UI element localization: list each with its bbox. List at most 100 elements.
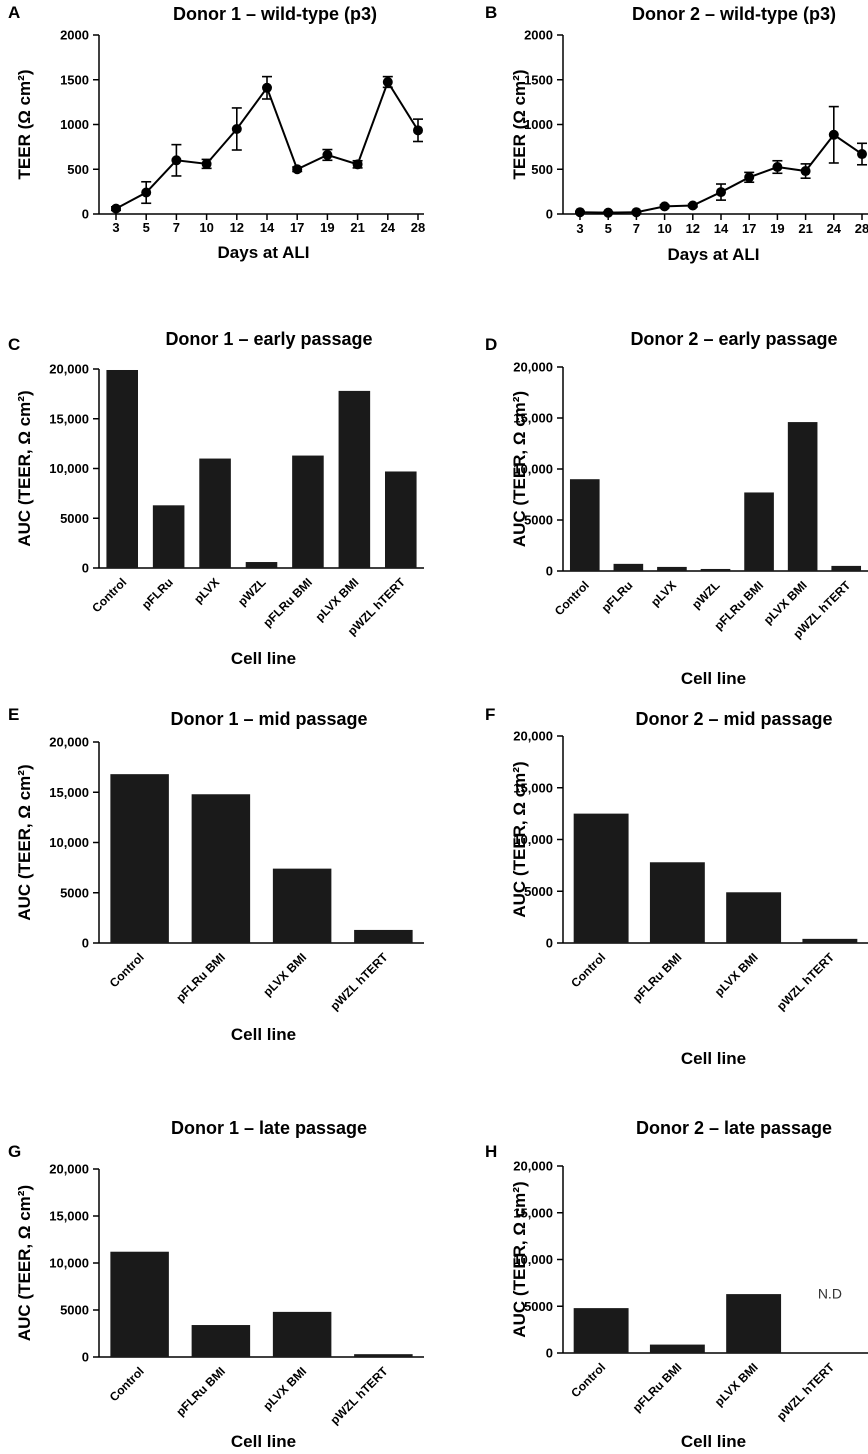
y-tick-label: 10,000 (513, 1252, 553, 1267)
x-tick-label: 5 (143, 220, 150, 235)
x-tick-label: 10 (657, 221, 671, 236)
x-axis-label: Days at ALI (218, 243, 310, 262)
panel-H: H Donor 2 – late passage 0 5000 10,000 15,000… (485, 1118, 868, 1451)
y-tick-label: 20,000 (49, 1162, 89, 1177)
panel-B: B Donor 2 – wild-type (p3) 0 500 1000 1500 200… (485, 3, 868, 264)
x-tick-label: 3 (112, 220, 119, 235)
chart-title: Donor 1 – mid passage (170, 709, 367, 729)
bar (191, 1325, 251, 1357)
panel-letter: F (485, 705, 495, 724)
category-label: pFLRu (139, 575, 176, 612)
y-tick-label: 15,000 (49, 411, 89, 426)
y-tick-label: 20,000 (513, 360, 553, 375)
bar (831, 565, 862, 571)
category-label: pWZL (689, 578, 722, 611)
y-tick-label: 5000 (524, 513, 553, 528)
bar (726, 892, 782, 943)
y-tick-label: 20,000 (49, 362, 89, 377)
chart-title: Donor 1 – wild-type (p3) (173, 4, 377, 24)
data-point (659, 201, 670, 212)
bar (354, 929, 413, 943)
y-tick-label: 1000 (524, 117, 553, 132)
y-tick-label: 500 (531, 162, 553, 177)
y-axis-label: TEER (Ω cm²) (15, 70, 34, 180)
y-tick-label: 15,000 (49, 1209, 89, 1224)
bar (744, 492, 774, 571)
x-tick-label: 7 (633, 221, 640, 236)
y-tick-label: 15,000 (513, 780, 553, 795)
y-tick-label: 20,000 (513, 1159, 553, 1174)
chart-title: Donor 2 – mid passage (635, 709, 832, 729)
data-point (382, 76, 393, 87)
x-tick-label: 19 (770, 221, 784, 236)
x-axis-label: Cell line (231, 1432, 296, 1451)
data-point (171, 155, 182, 166)
bar (272, 1311, 332, 1357)
y-tick-label: 0 (82, 561, 89, 576)
panel-A: A Donor 1 – wild-type (p3) 0 500 1000 1500 200… (8, 3, 425, 262)
y-axis-label: AUC (TEER, Ω cm²) (15, 390, 34, 546)
panel-letter: A (8, 3, 20, 22)
y-tick-label: 10,000 (513, 832, 553, 847)
category-label: pFLRu BMI (260, 575, 315, 630)
x-tick-label: 5 (605, 221, 612, 236)
bar (272, 868, 332, 943)
data-point (687, 200, 698, 211)
y-tick-label: 20,000 (49, 735, 89, 750)
data-point (111, 203, 121, 214)
y-tick-label: 0 (82, 936, 89, 951)
data-point (575, 207, 585, 218)
category-label: pWZL (235, 575, 268, 608)
panel-letter: D (485, 335, 497, 354)
category-label: pLVX BMI (712, 950, 761, 999)
data-point (772, 162, 783, 173)
x-tick-label: 17 (742, 221, 756, 236)
x-tick-label: 28 (411, 220, 425, 235)
category-label: pFLRu BMI (630, 950, 685, 1005)
category-label: Control (568, 1360, 608, 1400)
panel-D: D Donor 2 – early passage 0 5000 10,000 15,00… (485, 329, 868, 688)
chart-title: Donor 2 – late passage (636, 1118, 832, 1138)
data-point (603, 207, 614, 218)
bar (106, 369, 138, 568)
category-label: pFLRu BMI (173, 1364, 228, 1419)
category-label: Control (107, 950, 147, 990)
bar (802, 938, 858, 943)
series-line (579, 133, 863, 214)
data-point (631, 207, 642, 218)
y-tick-label: 15,000 (513, 1205, 553, 1220)
category-label: Control (89, 575, 129, 615)
data-point (413, 125, 423, 136)
y-axis-label: AUC (TEER, Ω cm²) (510, 1181, 529, 1337)
bar (700, 568, 731, 571)
data-point (201, 158, 212, 169)
y-tick-label: 2000 (524, 28, 553, 43)
chart-title: Donor 1 – early passage (165, 329, 372, 349)
y-tick-label: 15,000 (513, 411, 553, 426)
category-label: Control (552, 578, 592, 618)
chart-title: Donor 2 – wild-type (p3) (632, 4, 836, 24)
category-label: pWZL hTERT (327, 950, 390, 1013)
x-tick-label: 28 (855, 221, 868, 236)
x-axis-label: Days at ALI (668, 245, 760, 264)
x-tick-label: 10 (199, 220, 213, 235)
y-tick-label: 5000 (60, 1303, 89, 1318)
category-label: pLVX (648, 578, 679, 609)
data-point (141, 187, 152, 198)
x-tick-label: 7 (173, 220, 180, 235)
x-axis-label: Cell line (231, 1025, 296, 1044)
chart-title: Donor 1 – late passage (171, 1118, 367, 1138)
bar (191, 794, 251, 943)
data-point (800, 166, 811, 177)
panel-E: E Donor 1 – mid passage 0 5000 10,000 15,000 2… (8, 705, 424, 1044)
data-point (857, 149, 867, 160)
x-tick-label: 17 (290, 220, 304, 235)
category-label: Control (107, 1364, 147, 1404)
x-tick-label: 24 (381, 220, 396, 235)
data-point (744, 172, 755, 183)
y-tick-label: 15,000 (49, 785, 89, 800)
panel-letter: G (8, 1142, 21, 1161)
panel-G: G Donor 1 – late passage 0 5000 10,000 15,000… (8, 1118, 424, 1451)
x-axis-label: Cell line (231, 649, 296, 668)
